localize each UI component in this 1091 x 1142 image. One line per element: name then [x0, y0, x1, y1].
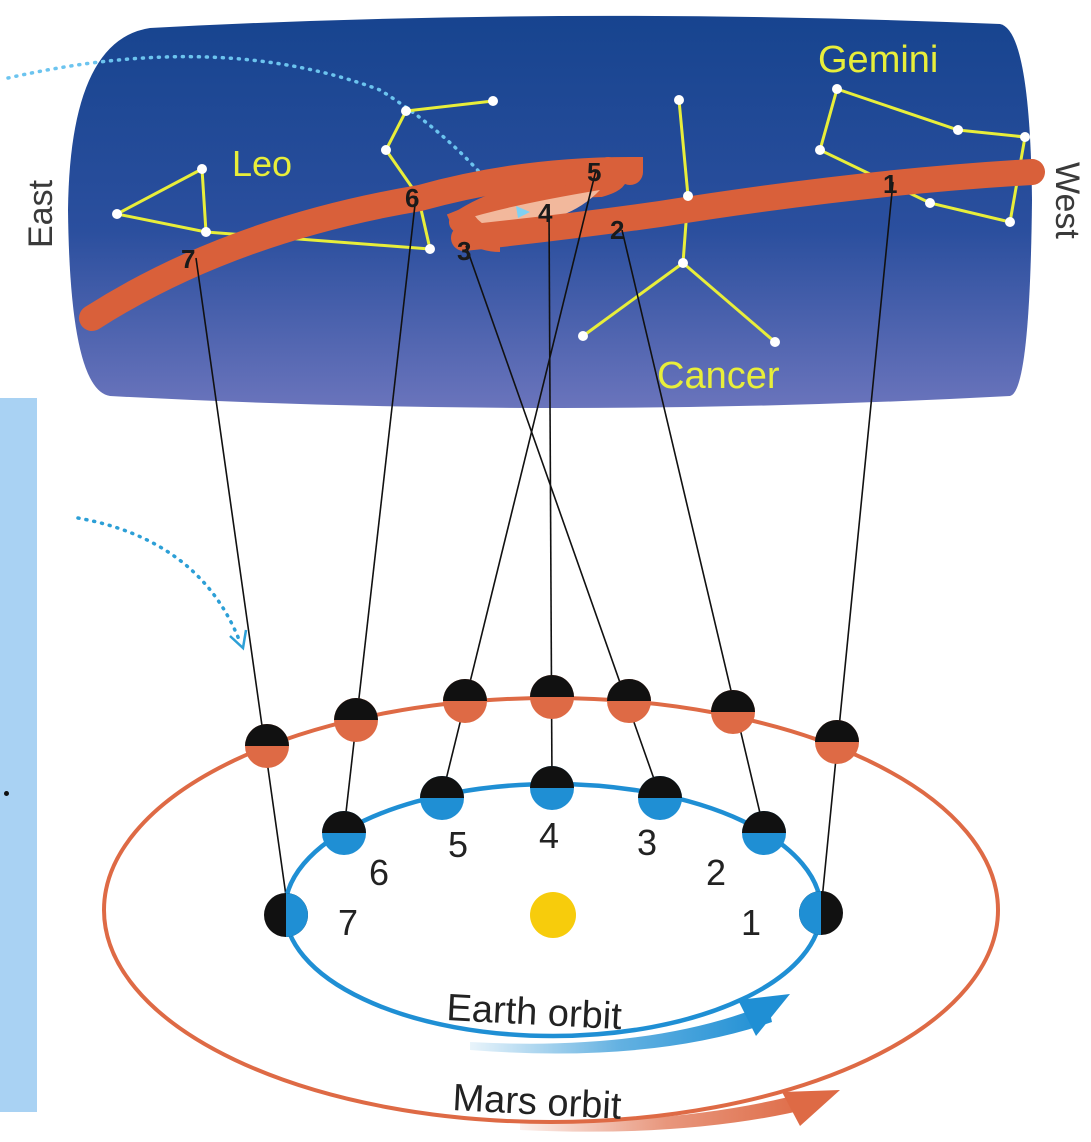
- mars-orbit-arrowhead: [782, 1090, 840, 1126]
- sky-label-4: 4: [538, 198, 553, 228]
- dotted-guide-top: [6, 54, 512, 212]
- sun: [530, 892, 576, 938]
- earth-position-5: [420, 776, 464, 820]
- orbit-label-7: 7: [338, 902, 358, 943]
- mars-position-6: [334, 698, 378, 742]
- earth-position-3: [638, 776, 682, 820]
- mars-position-1: [815, 720, 859, 764]
- mars-position-5: [443, 679, 487, 723]
- earth-position-2: [742, 811, 786, 855]
- constellation-label-leo: Leo: [232, 143, 292, 184]
- earth-orbit-arrowhead: [738, 994, 790, 1036]
- earth-position-7: [264, 893, 308, 937]
- sky-label-1: 1: [883, 169, 897, 199]
- apparent-path-main: [79, 156, 643, 331]
- earth-position-6: [322, 811, 366, 855]
- dotted-guide-end-marker: [516, 206, 530, 218]
- earth-orbit-label: Earth orbit: [446, 987, 624, 1038]
- constellation-label-cancer: Cancer: [657, 355, 780, 397]
- earth-position-1: [799, 891, 843, 935]
- orbit-label-4: 4: [539, 815, 559, 856]
- constellation-stars: [112, 84, 1030, 347]
- dotted-arrow-head: [229, 629, 248, 651]
- mars-position-3: [607, 679, 651, 723]
- mars-position-7: [245, 724, 289, 768]
- apparent-path-loop-inner: [462, 190, 600, 226]
- sky-label-6: 6: [405, 183, 419, 213]
- direction-label-east: East: [22, 179, 60, 248]
- direction-label-west: West: [1048, 162, 1086, 239]
- side-panel: [0, 398, 37, 1112]
- earth-orbit-arrow: [470, 1004, 772, 1054]
- sky-label-2: 2: [610, 215, 624, 245]
- mars-orbit-arrow: [520, 1092, 812, 1132]
- sky-label-7: 7: [181, 244, 195, 274]
- orbit-position-labels: 1 2 3 4 5 6 7: [338, 815, 761, 943]
- mars-orbit-label: Mars orbit: [452, 1077, 623, 1128]
- earth-positions: [264, 766, 843, 937]
- constellation-label-gemini: Gemini: [818, 39, 938, 81]
- orbit-label-2: 2: [706, 852, 726, 893]
- sky-label-5: 5: [587, 157, 601, 187]
- orbit-label-6: 6: [369, 852, 389, 893]
- apparent-path-loop-front: [451, 159, 1045, 251]
- sky-label-3: 3: [457, 236, 471, 266]
- stray-dot: [4, 791, 9, 796]
- orbit-label-1: 1: [741, 902, 761, 943]
- dotted-guide-mid: [76, 516, 242, 644]
- mars-positions: [245, 675, 859, 768]
- mars-position-2: [711, 690, 755, 734]
- loop-fold: [446, 204, 501, 252]
- earth-position-4: [530, 766, 574, 810]
- mars-position-4: [530, 675, 574, 719]
- sky-position-labels: 1 2 3 4 5 6 7: [181, 157, 897, 274]
- orbit-label-3: 3: [637, 822, 657, 863]
- orbit-label-5: 5: [448, 824, 468, 865]
